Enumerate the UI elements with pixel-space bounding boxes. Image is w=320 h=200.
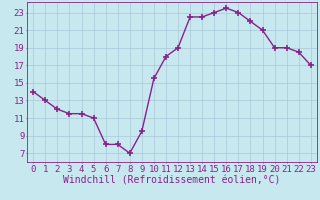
X-axis label: Windchill (Refroidissement éolien,°C): Windchill (Refroidissement éolien,°C) bbox=[63, 175, 281, 185]
